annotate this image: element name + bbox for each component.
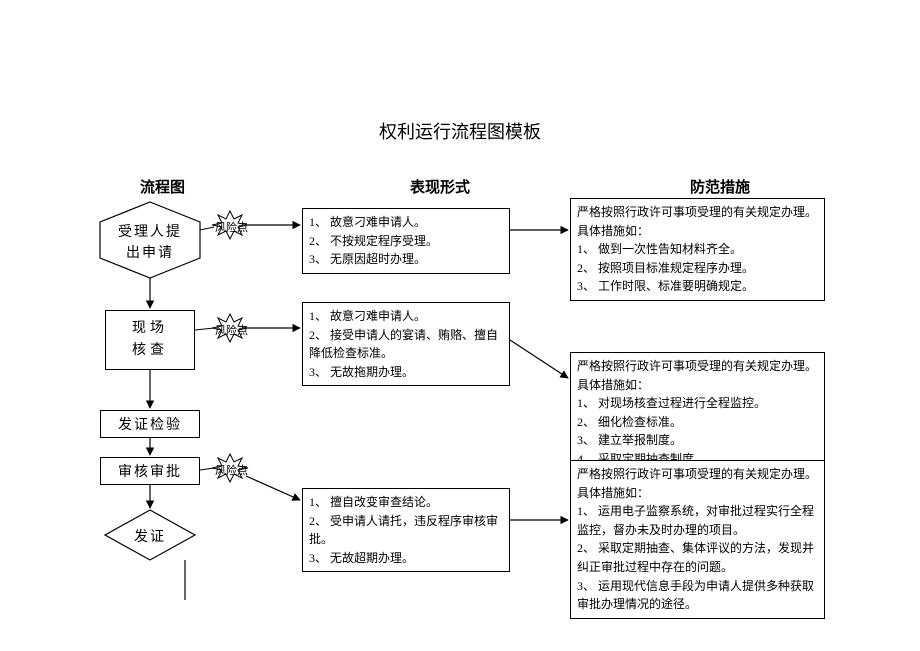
manifest-box-3: 1、 擅自改变审查结论。 2、 受申请人请托，违反程序审核审批。 3、 无故超期…	[302, 488, 510, 572]
node-apply: 受理人提 出申请	[108, 222, 192, 264]
node-site-check: 现场 核查	[105, 310, 195, 370]
risk-label-2: 风险点	[215, 322, 248, 338]
risk-label-3: 风险点	[215, 462, 248, 478]
node-cert-inspect-label: 发证检验	[118, 414, 182, 434]
node-review-approve-label: 审核审批	[118, 461, 182, 481]
node-review-approve: 审核审批	[100, 457, 200, 485]
node-cert-inspect: 发证检验	[100, 410, 200, 438]
node-issue: 发证	[125, 527, 175, 548]
risk-label-1: 风险点	[215, 219, 248, 235]
prevent-box-1: 严格按照行政许可事项受理的有关规定办理。具体措施如： 1、 做到一次性告知材料齐…	[570, 198, 825, 301]
node-site-check-label: 现场 核查	[132, 318, 168, 363]
manifest-box-2: 1、 故意刁难申请人。 2、 接受申请人的宴请、贿赂、擅自降低检查标准。 3、 …	[302, 302, 510, 386]
manifest-box-1: 1、 故意刁难申请人。 2、 不按规定程序受理。 3、 无原因超时办理。	[302, 208, 510, 274]
prevent-box-3: 严格按照行政许可事项受理的有关规定办理。具体措施如： 1、 运用电子监察系统，对…	[570, 460, 825, 619]
prevent-box-2: 严格按照行政许可事项受理的有关规定办理。具体措施如： 1、 对现场核查过程进行全…	[570, 352, 825, 474]
